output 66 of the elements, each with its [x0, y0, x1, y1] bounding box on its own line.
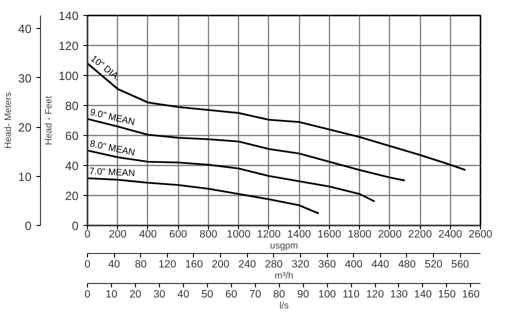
- text: 160: [462, 288, 480, 300]
- text: 40: [177, 288, 190, 300]
- text: 130: [390, 288, 408, 300]
- text: 110: [342, 288, 360, 300]
- x2-tick-label: 520: [424, 258, 443, 270]
- y-tick-label: 20: [65, 189, 79, 203]
- x2-tick-label: 400: [344, 258, 363, 270]
- x-tick-label: 1000: [226, 228, 251, 240]
- x-tick-label: 1600: [317, 228, 342, 240]
- x2-tick-label: 320: [292, 258, 310, 270]
- x-tick-label: 600: [169, 228, 188, 240]
- x2-tick-label: 160: [185, 258, 203, 270]
- x-tick-label: 200: [108, 228, 127, 240]
- x-tick-label: 400: [139, 228, 157, 240]
- x-tick-label: 1800: [348, 228, 372, 240]
- series-label: 7.0" MEAN: [89, 166, 136, 178]
- x-tick-label: 1200: [257, 228, 281, 240]
- x-tick-label: 0: [84, 228, 91, 240]
- text: 20: [129, 288, 142, 300]
- x2-tick-label: 200: [212, 258, 230, 270]
- text: 9.0" MEAN: [89, 107, 136, 128]
- x2-tick-label: 80: [134, 258, 147, 270]
- text: 150: [438, 288, 456, 300]
- x2-tick-label: 440: [371, 258, 390, 270]
- x2-tick-label: 480: [398, 258, 416, 270]
- text: 100: [318, 288, 336, 300]
- text: 70: [249, 288, 262, 300]
- y2-tick-label: 40: [18, 22, 32, 36]
- x2-tick-label: 240: [238, 258, 256, 270]
- x-tick-label: 2200: [408, 228, 432, 240]
- y2-tick-label: 20: [18, 120, 32, 135]
- x2-tick-label: 560: [451, 258, 470, 270]
- text: l/s: [279, 300, 289, 310]
- x-tick-label: 2400: [438, 228, 462, 240]
- text: 10" DIA.: [89, 53, 122, 83]
- text: 80: [273, 288, 286, 300]
- x2-tick-label: 40: [108, 258, 120, 270]
- text: 140: [414, 288, 432, 300]
- x-tick-label: 800: [200, 228, 218, 240]
- y2-tick-label: 30: [18, 71, 32, 86]
- x-tick-label: 1400: [287, 228, 312, 240]
- text: 90: [297, 288, 310, 300]
- text: 50: [201, 288, 214, 300]
- y-tick-label: 80: [65, 99, 79, 113]
- x2-tick-label: 280: [264, 258, 283, 270]
- y-tick-label: 100: [58, 69, 79, 83]
- y-axis-title: Head - Feet: [43, 95, 54, 146]
- text: 60: [225, 288, 238, 300]
- x-tick-label: 2000: [378, 228, 402, 240]
- text: 120: [366, 288, 384, 300]
- text: 30: [153, 288, 166, 300]
- x-tick-label: 2600: [468, 228, 492, 240]
- x2-tick-label: 360: [318, 258, 336, 270]
- y-tick-label: 140: [58, 9, 79, 23]
- x2-tick-label: 120: [158, 258, 176, 270]
- x2-tick-label: 0: [84, 258, 91, 270]
- y2-tick-label: 10: [18, 170, 32, 184]
- y2-axis-title: Head- Meters: [3, 92, 14, 149]
- text: 0: [84, 288, 91, 300]
- y-tick-label: 60: [65, 129, 79, 143]
- x-axis-title: usgpm: [270, 240, 298, 250]
- y-tick-label: 40: [65, 159, 79, 173]
- y-tick-label: 120: [58, 39, 79, 53]
- text: 8.0" MEAN: [89, 138, 136, 158]
- x2-axis-title: m³/h: [274, 270, 294, 280]
- text: 10: [106, 288, 118, 300]
